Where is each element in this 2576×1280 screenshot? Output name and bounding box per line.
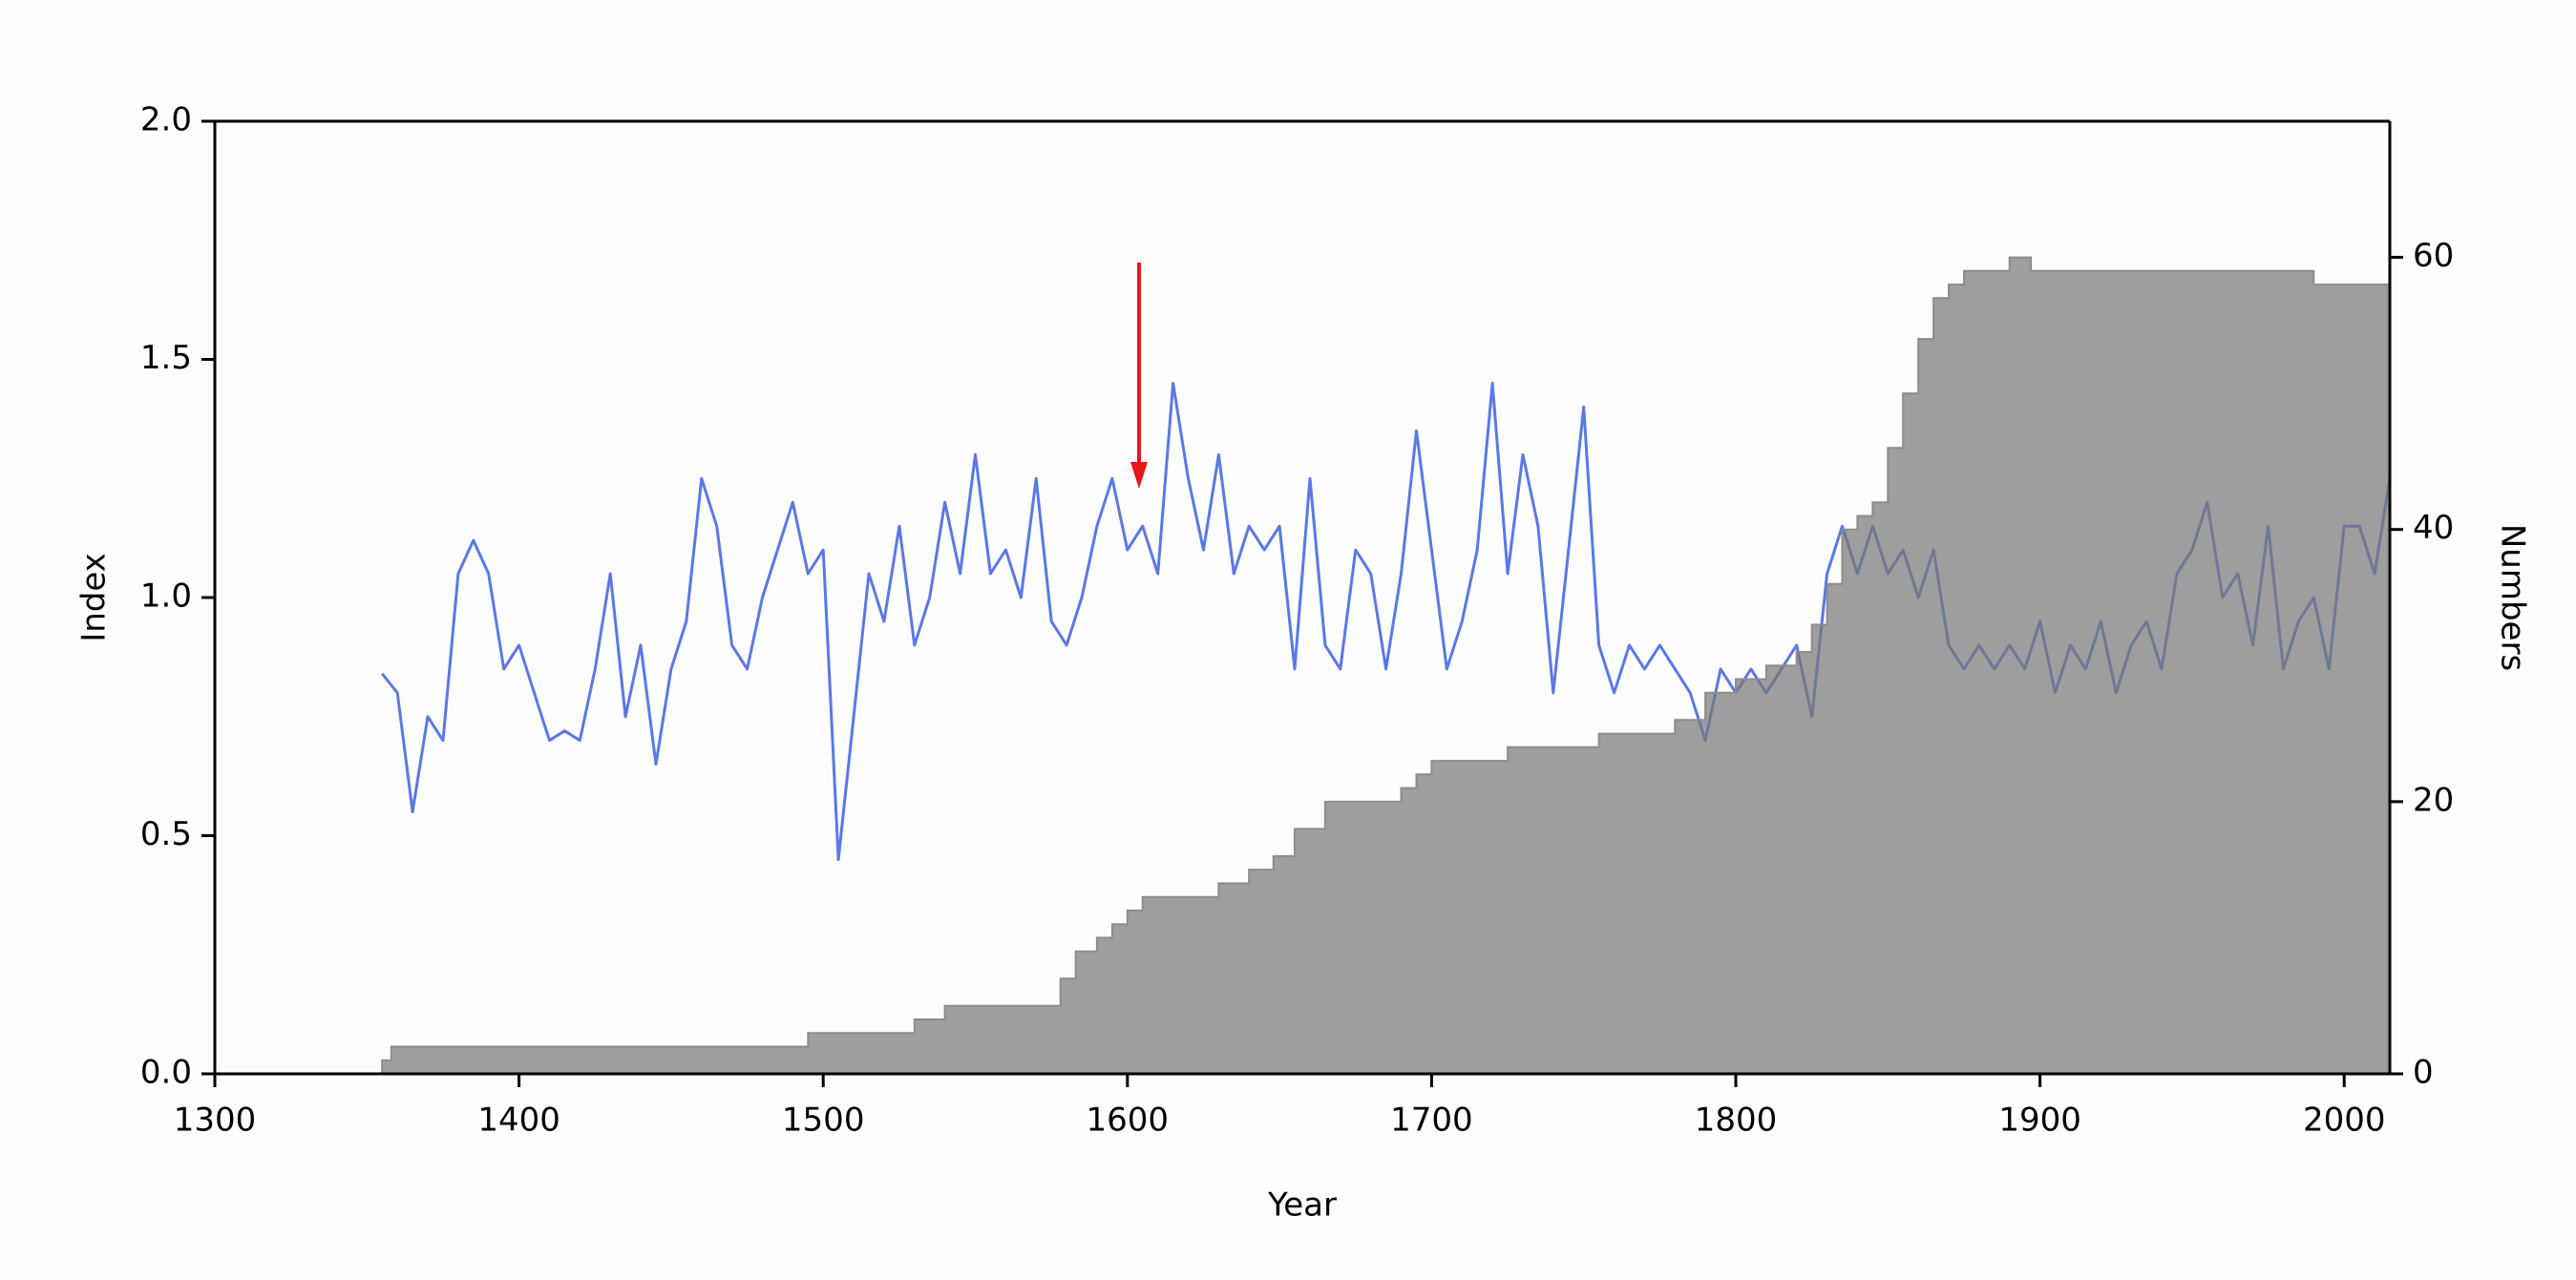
x-axis-label: Year [1267, 1186, 1337, 1225]
x-tick-label: 1500 [782, 1102, 865, 1140]
sample-depth-area [381, 256, 2391, 1075]
arrow-head [1130, 462, 1148, 489]
x-tick-label: 1600 [1087, 1102, 1170, 1140]
annotation-arrow [1130, 262, 1148, 489]
y-tick-label: 2.0 [140, 101, 192, 139]
y-tick-label: 0.0 [140, 1054, 192, 1092]
x-tick-label: 1900 [1998, 1102, 2081, 1140]
x-tick-label: 1300 [174, 1102, 257, 1140]
y-tick-label: 1.5 [140, 339, 192, 377]
x-tick-label: 1400 [477, 1102, 560, 1140]
y2-tick-label: 60 [2413, 237, 2454, 275]
y-axis-label: Index [75, 553, 114, 642]
plot-area [381, 256, 2392, 1075]
y2-axis-label: Numbers [2494, 524, 2532, 671]
y2-tick-label: 40 [2413, 509, 2454, 547]
y2-tick-label: 0 [2413, 1054, 2434, 1092]
y-tick-label: 0.5 [140, 815, 192, 853]
y2-tick-label: 20 [2413, 781, 2454, 819]
x-tick-label: 1700 [1390, 1102, 1473, 1140]
y-tick-label: 1.0 [140, 577, 192, 616]
x-tick-label: 2000 [2303, 1102, 2386, 1140]
x-tick-label: 1800 [1695, 1102, 1778, 1140]
